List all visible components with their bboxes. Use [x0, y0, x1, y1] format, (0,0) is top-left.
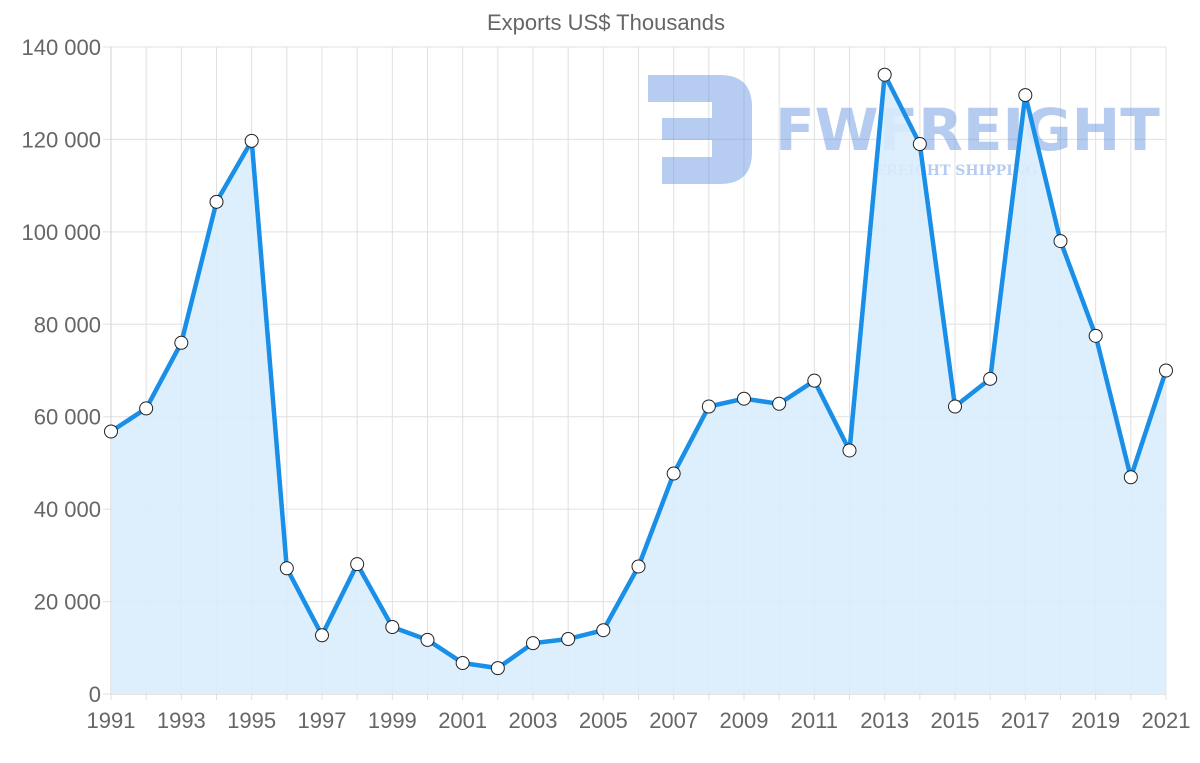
x-tick-label: 2013: [860, 708, 909, 733]
data-point[interactable]: [596, 623, 611, 638]
data-point[interactable]: [631, 559, 646, 574]
data-points: [104, 67, 1173, 676]
y-tick-label: 0: [89, 682, 101, 707]
data-point[interactable]: [385, 619, 400, 634]
data-point[interactable]: [244, 133, 259, 148]
x-tick-label: 2003: [509, 708, 558, 733]
x-tick-label: 1991: [87, 708, 136, 733]
data-point[interactable]: [701, 399, 716, 414]
axes: 0 20 000 40 000 60 000 80 000 100 000 120 000 1…: [21, 35, 1190, 733]
data-point[interactable]: [983, 371, 998, 386]
chart-title: Exports US$ Thousands: [487, 10, 725, 35]
x-tick-label: 1999: [368, 708, 417, 733]
y-tick-label: 40 000: [34, 497, 101, 522]
data-point[interactable]: [1159, 363, 1173, 378]
data-point[interactable]: [139, 401, 154, 416]
fwfreight-logo-icon: [648, 75, 752, 184]
data-point[interactable]: [420, 632, 435, 647]
x-tick-label: 2009: [720, 708, 769, 733]
data-point[interactable]: [1088, 328, 1103, 343]
x-tick-label: 1997: [298, 708, 347, 733]
x-tick-label: 2015: [931, 708, 980, 733]
area-fill: [111, 74, 1166, 694]
x-tick-label: 2019: [1071, 708, 1120, 733]
y-tick-label: 120 000: [21, 127, 101, 152]
data-point[interactable]: [912, 137, 927, 152]
data-point[interactable]: [666, 466, 681, 481]
data-point[interactable]: [877, 67, 892, 82]
data-point[interactable]: [1053, 234, 1068, 249]
data-point[interactable]: [209, 194, 224, 209]
data-point[interactable]: [1123, 470, 1138, 485]
data-point[interactable]: [561, 632, 576, 647]
data-point[interactable]: [737, 391, 751, 406]
y-tick-label: 100 000: [21, 220, 101, 245]
data-point[interactable]: [104, 424, 118, 439]
data-point[interactable]: [1018, 88, 1033, 103]
x-tick-label: 2011: [791, 708, 838, 733]
data-point[interactable]: [490, 661, 505, 676]
watermark-brand: FWFREIGHT: [775, 96, 1160, 164]
x-tick-label: 1995: [227, 708, 276, 733]
watermark-logo: FWFREIGHT FREIGHT SHIPPING: [648, 75, 1160, 184]
x-tick-label: 1993: [157, 708, 206, 733]
data-point[interactable]: [526, 636, 540, 651]
data-point[interactable]: [315, 628, 329, 643]
x-tick-label: 2007: [649, 708, 698, 733]
x-tick-label: 2017: [1001, 708, 1050, 733]
data-point[interactable]: [279, 561, 294, 576]
x-tick-label: 2001: [438, 708, 487, 733]
y-tick-label: 60 000: [34, 405, 101, 430]
y-tick-label: 20 000: [34, 590, 101, 615]
x-tick-label: 2021: [1142, 708, 1191, 733]
data-point[interactable]: [455, 656, 470, 671]
x-tick-label: 2005: [579, 708, 628, 733]
data-point[interactable]: [772, 396, 787, 411]
data-point[interactable]: [842, 443, 857, 458]
data-point[interactable]: [174, 335, 189, 350]
y-tick-label: 140 000: [21, 35, 101, 60]
data-point[interactable]: [350, 557, 365, 572]
data-point[interactable]: [807, 373, 822, 388]
data-point[interactable]: [948, 399, 962, 414]
y-tick-label: 80 000: [34, 312, 101, 337]
